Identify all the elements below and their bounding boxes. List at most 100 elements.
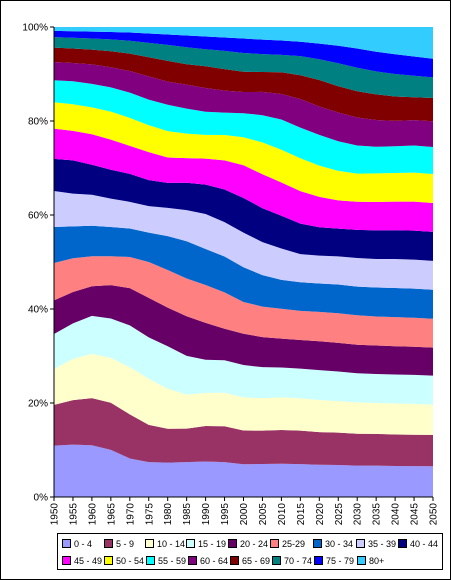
legend-item-40-44: 40 - 44 <box>398 537 438 550</box>
legend-item-10-14: 10 - 14 <box>145 537 185 550</box>
area-series-65-69 <box>54 47 433 122</box>
x-tick-label: 1980 <box>163 503 174 526</box>
y-tick-label: 0% <box>34 493 49 504</box>
y-tick-label: 40% <box>28 305 48 316</box>
y-tick-label: 20% <box>28 399 48 410</box>
legend-item-35-39: 35 - 39 <box>356 537 396 550</box>
area-series-0-4 <box>54 444 433 497</box>
x-tick-label: 2045 <box>410 503 421 526</box>
legend-swatch <box>356 539 365 548</box>
x-tick-label: 1955 <box>68 503 79 526</box>
legend-label: 50 - 54 <box>116 555 145 566</box>
legend-item-0-4: 0 - 4 <box>62 537 92 550</box>
legend-item-15-19: 15 - 19 <box>186 537 226 550</box>
legend-swatch <box>62 556 71 565</box>
x-tick-label: 2010 <box>277 503 288 526</box>
legend: 0 - 4 5 - 9 10 - 14 15 - 19 20 - 24 25-29 30 -… <box>57 533 443 570</box>
y-tick-label: 80% <box>28 117 48 128</box>
x-tick-label: 2005 <box>258 503 269 526</box>
area-series-75-79 <box>54 30 433 78</box>
x-tick-label: 2000 <box>239 503 250 526</box>
area-series-35-39 <box>54 191 433 290</box>
x-tick-label: 2035 <box>372 503 383 526</box>
area-series-70-74 <box>54 37 433 98</box>
area-series-30-34 <box>54 225 433 319</box>
legend-label: 30 - 34 <box>325 538 354 549</box>
legend-swatch <box>230 556 239 565</box>
legend-item-50-54: 50 - 54 <box>104 554 144 567</box>
x-tick-label: 1970 <box>125 503 136 526</box>
x-tick-label: 2030 <box>353 503 364 526</box>
legend-swatch <box>188 556 197 565</box>
legend-swatch <box>357 556 366 565</box>
legend-swatch <box>313 539 322 548</box>
y-tick-label: 100% <box>22 23 48 34</box>
legend-item-60-64: 60 - 64 <box>188 554 228 567</box>
area-series-25-29 <box>54 256 433 348</box>
area-series-5-9 <box>54 398 433 467</box>
x-tick-label: 1990 <box>201 503 212 526</box>
area-series-15-19 <box>54 315 433 405</box>
legend-item-65-69: 65 - 69 <box>230 554 270 567</box>
area-series-40-44 <box>54 158 433 261</box>
legend-label: 55 - 59 <box>158 555 187 566</box>
x-tick-labels: 1950 1955 1960 1965 1970 1975 1980 1985 1990 1995… <box>50 503 440 526</box>
area-series-10-14 <box>54 353 433 435</box>
legend-label: 80+ <box>369 555 385 566</box>
area-series-50-54 <box>54 102 433 203</box>
legend-label: 20 - 24 <box>240 538 269 549</box>
legend-swatch <box>398 539 407 548</box>
y-tick-labels: 0% 20% 40% 60% 80% 100% <box>22 23 48 504</box>
axes-group <box>50 26 434 501</box>
x-tick-label: 2050 <box>429 503 440 526</box>
x-tick-label: 1950 <box>50 503 61 526</box>
area-series-20-24 <box>54 285 433 376</box>
legend-swatch <box>104 539 113 548</box>
legend-label: 70 - 74 <box>284 555 313 566</box>
legend-swatch <box>146 556 155 565</box>
legend-swatch <box>228 539 237 548</box>
legend-swatch <box>272 556 281 565</box>
area-series-45-49 <box>54 128 433 232</box>
legend-swatch <box>186 539 195 548</box>
legend-swatch <box>270 539 279 548</box>
area-series-55-59 <box>54 80 433 175</box>
x-tick-label: 2040 <box>391 503 402 526</box>
legend-item-45-49: 45 - 49 <box>62 554 102 567</box>
legend-label: 40 - 44 <box>410 538 439 549</box>
x-tick-label: 2015 <box>296 503 307 526</box>
legend-label: 15 - 19 <box>198 538 227 549</box>
x-tick-label: 1965 <box>106 503 117 526</box>
x-tick-label: 2025 <box>334 503 345 526</box>
legend-item-80: 80+ <box>357 554 384 567</box>
area-series-group <box>54 27 433 497</box>
legend-label: 65 - 69 <box>242 555 271 566</box>
legend-item-5-9: 5 - 9 <box>104 537 134 550</box>
legend-label: 25-29 <box>282 538 306 549</box>
legend-item-25-29: 25-29 <box>270 537 305 550</box>
legend-swatch <box>145 539 154 548</box>
legend-label: 35 - 39 <box>368 538 397 549</box>
x-tick-label: 1985 <box>182 503 193 526</box>
legend-swatch <box>104 556 113 565</box>
legend-item-20-24: 20 - 24 <box>228 537 268 550</box>
legend-swatch <box>314 556 323 565</box>
legend-label: 0 - 4 <box>74 538 93 549</box>
x-tick-label: 1975 <box>144 503 155 526</box>
legend-swatch <box>62 539 71 548</box>
x-tick-label: 1960 <box>87 503 98 526</box>
area-series-60-64 <box>54 62 433 147</box>
legend-item-30-34: 30 - 34 <box>313 537 353 550</box>
legend-item-55-59: 55 - 59 <box>146 554 186 567</box>
x-tick-label: 1995 <box>220 503 231 526</box>
legend-label: 60 - 64 <box>200 555 229 566</box>
legend-label: 45 - 49 <box>74 555 103 566</box>
legend-label: 75 - 79 <box>326 555 355 566</box>
legend-label: 10 - 14 <box>157 538 186 549</box>
y-tick-label: 60% <box>28 211 48 222</box>
area-series-80 <box>54 27 433 59</box>
x-tick-label: 2020 <box>315 503 326 526</box>
legend-label: 5 - 9 <box>116 538 135 549</box>
